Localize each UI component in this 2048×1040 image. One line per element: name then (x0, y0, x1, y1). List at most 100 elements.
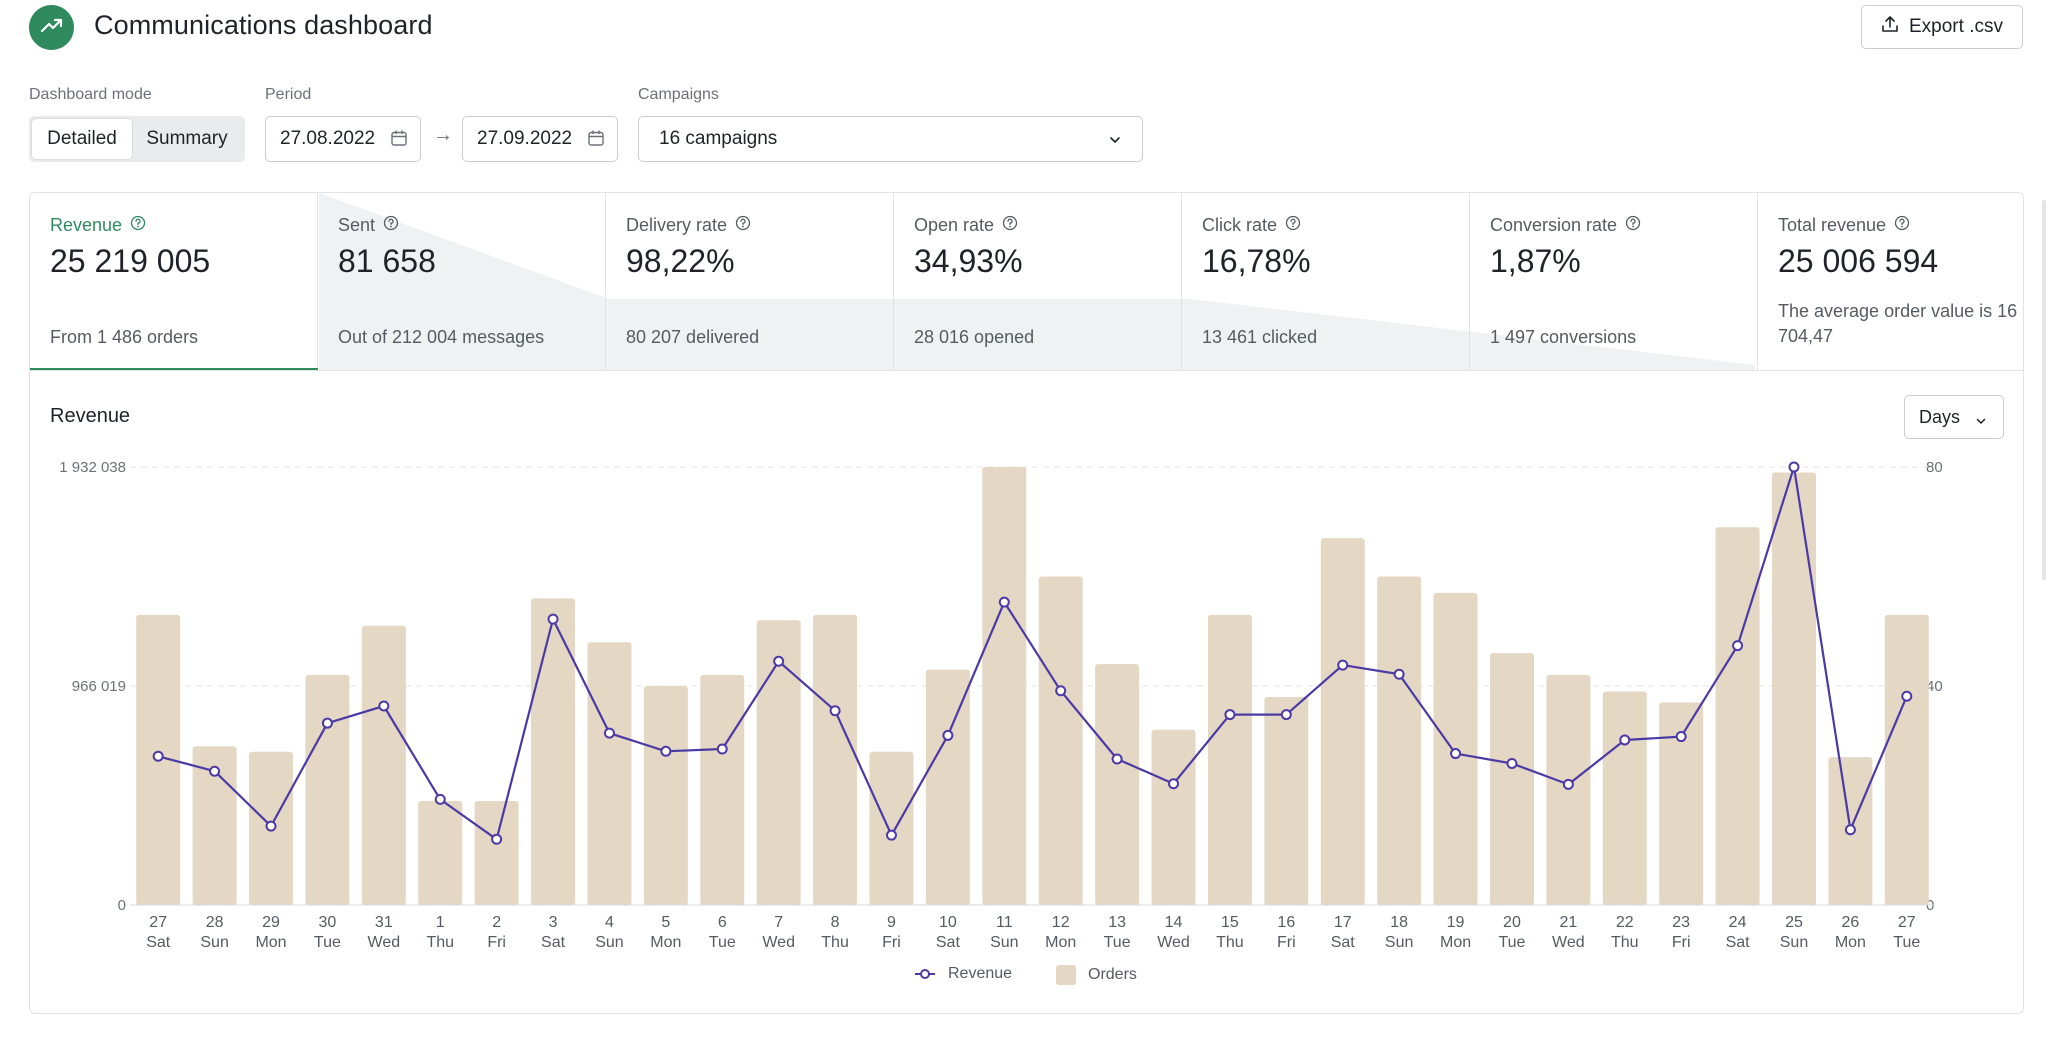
kpi-value: 25 006 594 (1778, 243, 1939, 279)
orders-bar (1489, 653, 1534, 905)
help-icon[interactable] (1002, 215, 1018, 236)
orders-bar (1207, 614, 1252, 905)
export-csv-button[interactable]: Export .csv (1861, 5, 2023, 49)
orders-bar (925, 669, 970, 905)
help-icon[interactable] (735, 215, 751, 236)
x-tick-label-weekday: Tue (709, 934, 736, 951)
x-tick-label-weekday: Thu (426, 934, 454, 951)
kpi-click-rate[interactable]: Click rate 16,78% 13 461 clicked (1182, 193, 1470, 371)
x-tick-label-weekday: Tue (1498, 934, 1525, 951)
dashboard-mode-label: Dashboard mode (29, 86, 152, 103)
kpi-open-rate[interactable]: Open rate 34,93% 28 016 opened (894, 193, 1182, 371)
help-icon[interactable] (1625, 215, 1641, 236)
mode-summary-button[interactable]: Summary (146, 128, 228, 149)
x-tick-label-day: 23 (1672, 914, 1690, 931)
kpi-label: Sent (338, 215, 376, 235)
help-icon[interactable] (1894, 215, 1910, 236)
mode-detailed-button[interactable]: Detailed (32, 119, 132, 159)
x-tick-label-day: 1 (436, 914, 445, 931)
chevron-down-icon (1975, 411, 1987, 432)
legend-revenue[interactable]: Revenue (914, 965, 1012, 983)
orders-bar (1771, 472, 1816, 905)
x-tick-label-day: 18 (1390, 914, 1408, 931)
x-tick-label-weekday: Sun (595, 934, 623, 951)
orders-bar (305, 675, 350, 905)
chart-title: Revenue (50, 405, 131, 427)
x-tick-label-day: 22 (1616, 914, 1634, 931)
logo (29, 5, 74, 50)
kpi-sent[interactable]: Sent 81 658 Out of 212 004 messages (318, 193, 606, 371)
x-tick-label-day: 7 (774, 914, 783, 931)
arrow-right-icon: → (433, 124, 453, 146)
y-right-tick-label: 40 (1926, 678, 1943, 695)
x-tick-label-weekday: Sat (146, 934, 171, 951)
orders-bar (1095, 664, 1140, 905)
x-tick-label-day: 24 (1729, 914, 1747, 931)
legend-orders[interactable]: Orders (1056, 965, 1137, 985)
x-tick-label-day: 3 (549, 914, 558, 931)
revenue-point (1901, 690, 1913, 702)
kpi-sub: 13 461 clicked (1202, 327, 1318, 347)
x-tick-label-weekday: Mon (1835, 934, 1866, 951)
revenue-point (1450, 748, 1462, 760)
orders-bar (1659, 702, 1704, 905)
kpi-label: Click rate (1202, 215, 1278, 235)
x-tick-label-weekday: Wed (1157, 934, 1190, 951)
revenue-point (1788, 461, 1800, 473)
help-icon[interactable] (130, 215, 146, 236)
campaigns-select[interactable]: 16 campaigns (638, 116, 1143, 162)
x-tick-label-day: 16 (1277, 914, 1295, 931)
orders-bar (982, 467, 1027, 905)
page-title: Communications dashboard (94, 10, 433, 40)
orders-bar (643, 686, 688, 905)
chevron-down-icon (1108, 131, 1122, 153)
help-icon[interactable] (1285, 215, 1301, 236)
orders-bar (1602, 691, 1647, 905)
revenue-point (152, 750, 164, 762)
granularity-select[interactable]: Days (1904, 395, 2004, 439)
kpi-revenue[interactable]: Revenue 25 219 005 From 1 486 orders (30, 193, 318, 371)
x-tick-label-weekday: Wed (762, 934, 795, 951)
revenue-point (547, 613, 559, 625)
date-to-input[interactable]: 27.09.2022 (462, 116, 618, 162)
date-from-input[interactable]: 27.08.2022 (265, 116, 421, 162)
calendar-icon (587, 129, 605, 153)
revenue-point (1844, 824, 1856, 836)
kpi-conversion-rate[interactable]: Conversion rate 1,87% 1 497 conversions (1470, 193, 1758, 371)
x-tick-label-weekday: Sun (200, 934, 228, 951)
kpi-total-revenue[interactable]: Total revenue 25 006 594 The average ord… (1758, 193, 2023, 371)
campaigns-label: Campaigns (638, 86, 719, 103)
kpi-delivery-rate[interactable]: Delivery rate 98,22% 80 207 delivered (606, 193, 894, 371)
revenue-point (265, 820, 277, 832)
kpi-label: Revenue (50, 215, 123, 235)
legend-bar-icon (1056, 965, 1076, 985)
revenue-point (660, 745, 672, 757)
x-tick-label-weekday: Fri (882, 934, 901, 951)
calendar-icon (390, 129, 408, 153)
x-tick-label-day: 6 (718, 914, 727, 931)
x-tick-label-weekday: Sat (541, 934, 566, 951)
export-label: Export .csv (1909, 16, 2003, 37)
x-tick-label-day: 2 (492, 914, 501, 931)
orders-bar (1151, 729, 1196, 905)
x-tick-label-weekday: Fri (487, 934, 506, 951)
revenue-point (434, 793, 446, 805)
upload-icon (1881, 15, 1899, 39)
x-tick-label-day: 29 (262, 914, 280, 931)
x-tick-label-weekday: Sun (1780, 934, 1808, 951)
revenue-point (716, 743, 728, 755)
dashboard-mode-toggle: Detailed Summary (29, 116, 245, 162)
orders-bar (1038, 576, 1083, 905)
kpi-value: 81 658 (338, 243, 436, 279)
kpi-label: Delivery rate (626, 215, 728, 235)
revenue-point (1280, 709, 1292, 721)
revenue-point (1055, 685, 1067, 697)
x-tick-label-day: 4 (605, 914, 614, 931)
help-icon[interactable] (383, 215, 399, 236)
x-tick-label-day: 27 (149, 914, 167, 931)
revenue-point (378, 700, 390, 712)
x-tick-label-day: 5 (661, 914, 670, 931)
scrollbar[interactable] (2042, 200, 2046, 580)
orders-bar (1884, 614, 1929, 905)
